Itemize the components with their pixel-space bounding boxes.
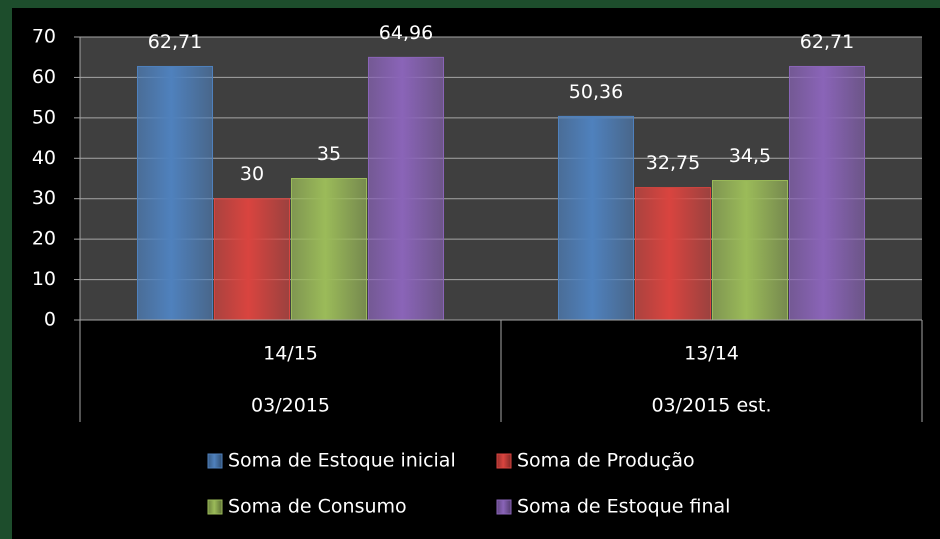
data-label: 50,36 (569, 81, 623, 103)
bar (214, 198, 290, 321)
y-tick-label: 50 (32, 106, 56, 128)
bar (558, 115, 634, 321)
data-label: 30 (240, 163, 264, 185)
legend-label: Soma de Consumo (228, 496, 407, 518)
bar (712, 180, 788, 321)
x-group-label: 03/2015 est. (651, 395, 771, 417)
data-label: 34,5 (729, 145, 771, 167)
legend-label: Soma de Produção (517, 450, 695, 472)
legend-swatch (207, 499, 223, 515)
data-label: 35 (317, 143, 341, 165)
y-tick-label: 40 (32, 147, 56, 169)
data-label: 64,96 (379, 22, 433, 44)
y-tick-label: 0 (44, 309, 56, 331)
y-tick-label: 20 (32, 228, 56, 250)
x-tick-label: 13/14 (684, 343, 739, 365)
y-tick-label: 70 (32, 26, 56, 48)
x-tick-label: 14/15 (263, 343, 318, 365)
legend-label: Soma de Estoque inicial (228, 450, 456, 472)
bar (368, 56, 444, 321)
legend-swatch (207, 453, 223, 469)
bar (635, 187, 711, 321)
data-label: 62,71 (800, 31, 854, 53)
bar (789, 65, 865, 321)
data-label: 32,75 (646, 152, 700, 174)
legend-label: Soma de Estoque final (517, 496, 730, 518)
y-tick-label: 60 (32, 66, 56, 88)
x-group-label: 03/2015 (251, 395, 330, 417)
legend-swatch (496, 453, 512, 469)
y-tick-label: 10 (32, 268, 56, 290)
bar (137, 65, 213, 321)
legend-swatch (496, 499, 512, 515)
y-tick-label: 30 (32, 187, 56, 209)
bar (291, 178, 367, 321)
data-label: 62,71 (148, 31, 202, 53)
